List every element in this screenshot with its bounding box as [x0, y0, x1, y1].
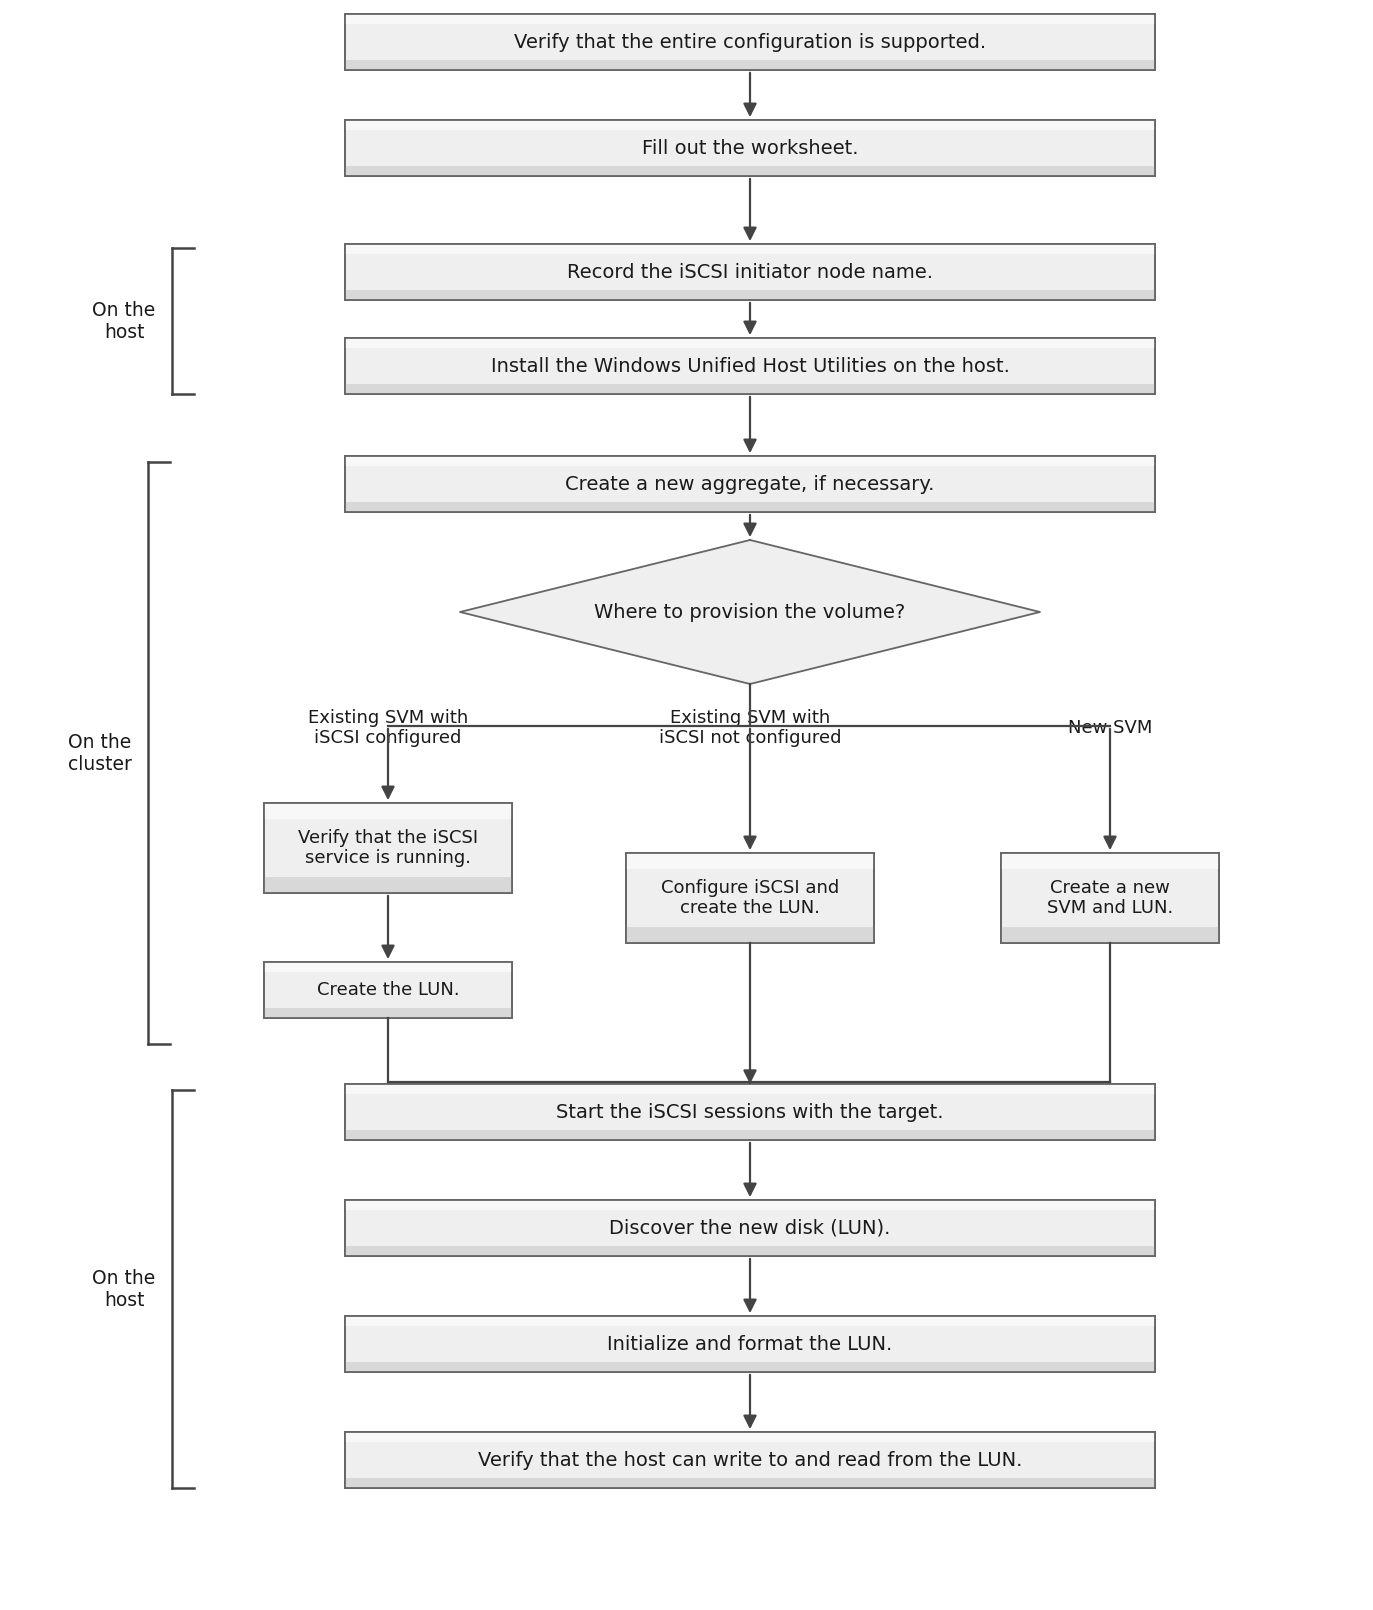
FancyBboxPatch shape: [345, 456, 1155, 465]
Text: Existing SVM with
iSCSI configured: Existing SVM with iSCSI configured: [308, 708, 468, 747]
FancyBboxPatch shape: [345, 1084, 1155, 1140]
Polygon shape: [460, 539, 1039, 684]
FancyBboxPatch shape: [345, 166, 1155, 175]
Text: Record the iSCSI initiator node name.: Record the iSCSI initiator node name.: [567, 262, 934, 282]
FancyBboxPatch shape: [345, 245, 1155, 299]
Text: Initialize and format the LUN.: Initialize and format the LUN.: [607, 1335, 892, 1354]
FancyBboxPatch shape: [626, 853, 875, 943]
Text: Create a new
SVM and LUN.: Create a new SVM and LUN.: [1046, 879, 1173, 918]
FancyBboxPatch shape: [1001, 853, 1219, 869]
FancyBboxPatch shape: [345, 1246, 1155, 1256]
Text: Start the iSCSI sessions with the target.: Start the iSCSI sessions with the target…: [556, 1103, 943, 1122]
Text: Existing SVM with
iSCSI not configured: Existing SVM with iSCSI not configured: [659, 708, 842, 747]
FancyBboxPatch shape: [345, 338, 1155, 348]
Text: Fill out the worksheet.: Fill out the worksheet.: [641, 138, 858, 158]
FancyBboxPatch shape: [345, 1199, 1155, 1211]
FancyBboxPatch shape: [345, 14, 1155, 24]
FancyBboxPatch shape: [345, 1431, 1155, 1443]
FancyBboxPatch shape: [264, 877, 512, 894]
FancyBboxPatch shape: [345, 245, 1155, 254]
FancyBboxPatch shape: [264, 963, 512, 1018]
FancyBboxPatch shape: [345, 1478, 1155, 1488]
Text: Verify that the entire configuration is supported.: Verify that the entire configuration is …: [514, 32, 986, 52]
FancyBboxPatch shape: [264, 1008, 512, 1018]
FancyBboxPatch shape: [345, 290, 1155, 299]
FancyBboxPatch shape: [345, 121, 1155, 175]
Text: Create the LUN.: Create the LUN.: [317, 980, 460, 998]
FancyBboxPatch shape: [264, 803, 512, 819]
FancyBboxPatch shape: [626, 927, 875, 943]
FancyBboxPatch shape: [345, 1130, 1155, 1140]
Text: On the
host: On the host: [92, 301, 155, 341]
Text: Discover the new disk (LUN).: Discover the new disk (LUN).: [610, 1219, 891, 1238]
Text: Create a new aggregate, if necessary.: Create a new aggregate, if necessary.: [566, 475, 935, 494]
FancyBboxPatch shape: [345, 14, 1155, 69]
Text: Install the Windows Unified Host Utilities on the host.: Install the Windows Unified Host Utiliti…: [490, 356, 1009, 375]
FancyBboxPatch shape: [345, 383, 1155, 394]
FancyBboxPatch shape: [345, 1362, 1155, 1372]
Text: Verify that the iSCSI
service is running.: Verify that the iSCSI service is running…: [298, 829, 478, 868]
FancyBboxPatch shape: [264, 803, 512, 894]
FancyBboxPatch shape: [1001, 853, 1219, 943]
FancyBboxPatch shape: [345, 1431, 1155, 1488]
FancyBboxPatch shape: [626, 853, 875, 869]
Text: Verify that the host can write to and read from the LUN.: Verify that the host can write to and re…: [478, 1451, 1022, 1470]
FancyBboxPatch shape: [345, 1315, 1155, 1372]
Text: On the
cluster: On the cluster: [69, 733, 132, 773]
Text: Where to provision the volume?: Where to provision the volume?: [595, 602, 906, 621]
FancyBboxPatch shape: [345, 1199, 1155, 1256]
FancyBboxPatch shape: [345, 456, 1155, 512]
FancyBboxPatch shape: [345, 338, 1155, 394]
FancyBboxPatch shape: [1001, 927, 1219, 943]
Text: New SVM: New SVM: [1068, 720, 1152, 737]
FancyBboxPatch shape: [345, 502, 1155, 512]
FancyBboxPatch shape: [345, 60, 1155, 69]
FancyBboxPatch shape: [345, 1084, 1155, 1095]
Text: On the
host: On the host: [92, 1269, 155, 1309]
Text: Configure iSCSI and
create the LUN.: Configure iSCSI and create the LUN.: [660, 879, 839, 918]
FancyBboxPatch shape: [345, 121, 1155, 130]
FancyBboxPatch shape: [345, 1315, 1155, 1327]
FancyBboxPatch shape: [264, 963, 512, 972]
